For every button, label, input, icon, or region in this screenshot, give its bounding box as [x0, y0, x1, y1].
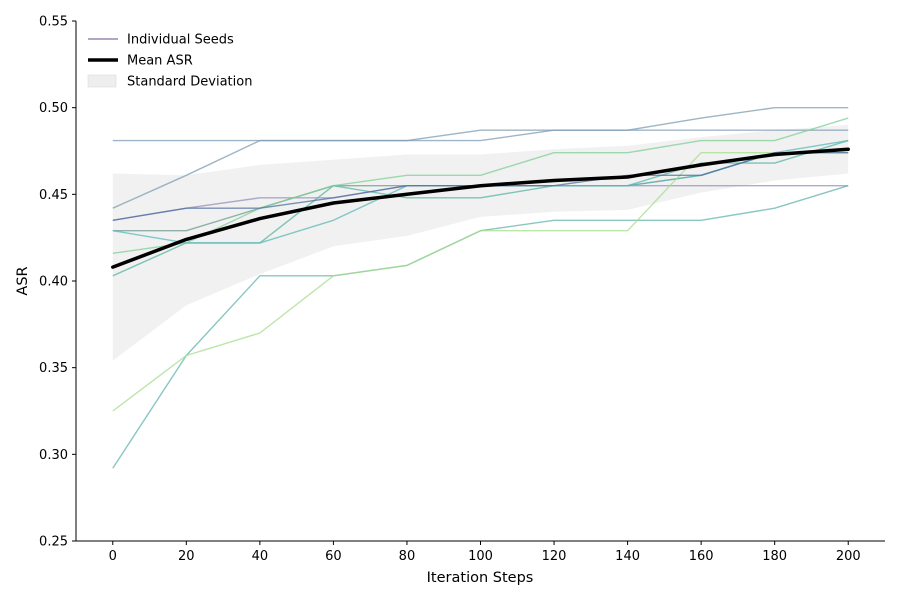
std-band-layer: [112, 125, 849, 361]
legend-swatch-std: [87, 74, 117, 88]
y-tick-label: 0.25: [39, 535, 68, 550]
std-deviation-band: [112, 125, 849, 361]
ticks-layer: 0 20 40 60 80 100 120 140 160 180 200 0.25 0.30 0.35 0…: [39, 15, 861, 565]
x-axis-title: Iteration Steps: [427, 570, 534, 586]
mean-asr-line: [111, 147, 850, 269]
legend-item: Standard Deviation: [87, 74, 252, 90]
x-tick-label: 80: [399, 549, 416, 564]
y-tick-label: 0.45: [39, 188, 68, 203]
x-tick-label: 0: [109, 549, 117, 564]
y-axis-title: ASR: [15, 266, 31, 295]
mean-line-layer: [111, 147, 850, 269]
x-tick-label: 100: [468, 549, 493, 564]
x-tick-label: 120: [542, 549, 567, 564]
legend-label: Standard Deviation: [127, 75, 252, 90]
legend-label: Mean ASR: [127, 54, 193, 69]
y-tick-label: 0.35: [39, 361, 68, 376]
seed-line-seed-9: [112, 151, 849, 412]
x-tick-label: 200: [836, 549, 861, 564]
x-tick-label: 160: [689, 549, 714, 564]
x-tick-label: 20: [178, 549, 195, 564]
seed-line-seed-3: [112, 129, 849, 142]
y-tick-label: 0.50: [39, 101, 68, 116]
y-tick-label: 0.40: [39, 275, 68, 290]
seed-line-seed-6: [112, 117, 849, 254]
x-tick-label: 140: [615, 549, 640, 564]
legend-item: Individual Seeds: [88, 33, 234, 48]
y-tick-label: 0.55: [39, 15, 68, 30]
legend: Individual Seeds Mean ASR Standard Deviati…: [87, 33, 252, 90]
x-tick-label: 180: [762, 549, 787, 564]
legend-item: Mean ASR: [88, 54, 193, 69]
seed-line-seed-2: [112, 106, 849, 209]
x-tick-label: 60: [325, 549, 342, 564]
x-tick-label: 40: [252, 549, 269, 564]
legend-label: Individual Seeds: [127, 33, 234, 48]
y-tick-label: 0.30: [39, 448, 68, 463]
